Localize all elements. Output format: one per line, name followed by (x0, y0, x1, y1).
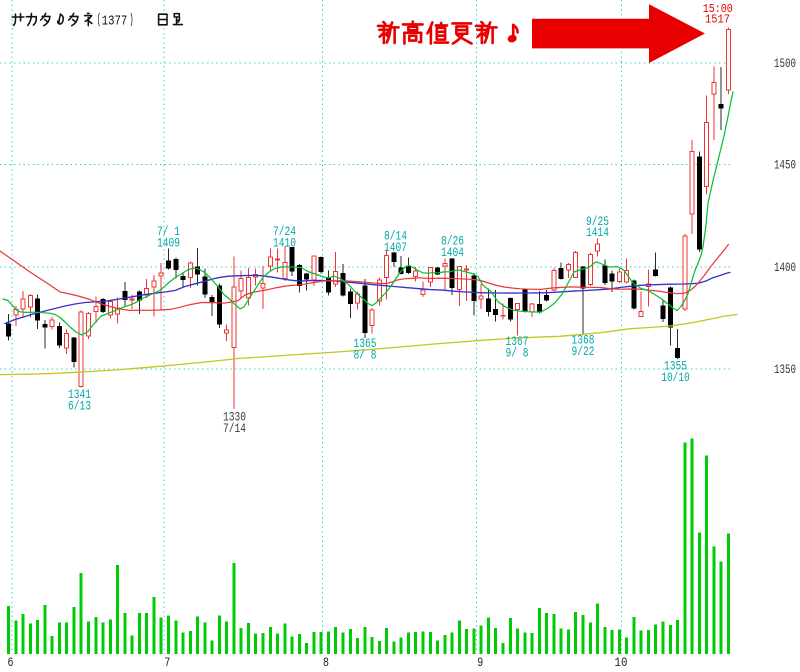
svg-text:8/14: 8/14 (384, 229, 407, 244)
svg-text:1404: 1404 (441, 245, 464, 260)
svg-text:6/13: 6/13 (68, 398, 91, 413)
svg-text:7: 7 (164, 655, 170, 670)
svg-text:1367: 1367 (506, 334, 529, 349)
svg-text:1341: 1341 (68, 387, 91, 402)
svg-text:1400: 1400 (774, 260, 796, 275)
svg-text:1414: 1414 (586, 225, 609, 240)
svg-text:1377: 1377 (102, 15, 128, 30)
svg-text:1330: 1330 (223, 409, 246, 424)
svg-text:9/25: 9/25 (586, 214, 609, 229)
svg-text:9/22: 9/22 (572, 344, 595, 359)
svg-text:1500: 1500 (774, 56, 796, 71)
svg-text:1410: 1410 (273, 235, 296, 250)
svg-text:15:00: 15:00 (703, 2, 733, 16)
svg-text:7/24: 7/24 (273, 224, 296, 239)
svg-text:7/ 1: 7/ 1 (157, 224, 180, 239)
svg-text:10/10: 10/10 (661, 370, 690, 385)
svg-text:1368: 1368 (572, 333, 595, 348)
svg-text:1365: 1365 (354, 336, 377, 351)
svg-text:9/ 8: 9/ 8 (506, 346, 529, 361)
svg-text:9: 9 (477, 655, 483, 670)
svg-text:1407: 1407 (384, 240, 407, 255)
svg-text:8/ 8: 8/ 8 (354, 348, 377, 363)
svg-text:1355: 1355 (664, 359, 687, 374)
svg-text:7/14: 7/14 (223, 421, 246, 436)
svg-text:1350: 1350 (774, 362, 796, 377)
svg-text:1409: 1409 (157, 235, 180, 250)
svg-text:1450: 1450 (774, 158, 796, 173)
svg-text:10: 10 (615, 655, 628, 670)
svg-text:8: 8 (323, 655, 329, 670)
svg-text:8/26: 8/26 (441, 234, 464, 249)
svg-text:1517: 1517 (705, 13, 730, 27)
svg-text:6: 6 (8, 655, 14, 670)
